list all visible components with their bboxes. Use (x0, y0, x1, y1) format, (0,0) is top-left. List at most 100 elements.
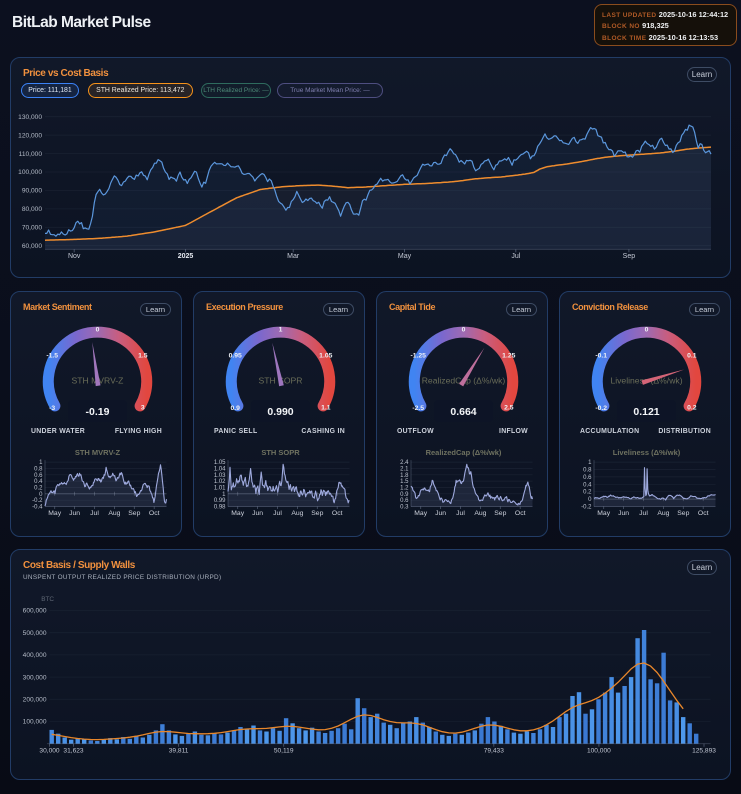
svg-text:2.5: 2.5 (504, 404, 514, 411)
svg-text:Aug: Aug (291, 510, 303, 517)
svg-text:Jul: Jul (90, 510, 99, 517)
svg-text:0.4: 0.4 (34, 479, 43, 485)
svg-text:0.6: 0.6 (583, 474, 592, 480)
svg-text:Nov: Nov (68, 253, 81, 260)
svg-text:0: 0 (645, 326, 649, 333)
svg-text:Sep: Sep (311, 510, 323, 517)
svg-text:1.04: 1.04 (214, 466, 226, 472)
svg-text:3: 3 (141, 404, 145, 411)
svg-text:1.1: 1.1 (321, 404, 331, 411)
svg-text:0.9: 0.9 (400, 491, 409, 497)
svg-text:79,433: 79,433 (484, 748, 505, 755)
svg-text:0: 0 (39, 491, 43, 497)
svg-text:Sep: Sep (677, 510, 689, 517)
svg-text:-2.5: -2.5 (412, 404, 424, 411)
svg-text:-0.2: -0.2 (595, 404, 607, 411)
svg-text:May: May (398, 253, 412, 260)
svg-text:-0.2: -0.2 (32, 498, 43, 504)
svg-text:STH MVRV-Z: STH MVRV-Z (75, 448, 121, 457)
svg-text:90,000: 90,000 (22, 188, 43, 195)
svg-text:1.01: 1.01 (214, 485, 226, 491)
svg-text:Aug: Aug (108, 510, 120, 517)
svg-text:1.2: 1.2 (400, 485, 409, 491)
svg-text:BTC: BTC (41, 596, 54, 603)
svg-text:0.99: 0.99 (214, 498, 226, 504)
svg-text:0: 0 (96, 326, 100, 333)
svg-text:Oct: Oct (698, 510, 709, 517)
svg-text:80,000: 80,000 (22, 206, 43, 213)
svg-text:1.5: 1.5 (138, 352, 148, 359)
svg-text:2.4: 2.4 (400, 460, 409, 466)
svg-text:1.03: 1.03 (214, 472, 226, 478)
svg-text:0.8: 0.8 (34, 466, 43, 472)
svg-text:-0.1: -0.1 (595, 352, 607, 359)
svg-text:0.1: 0.1 (687, 352, 697, 359)
svg-text:39,811: 39,811 (169, 748, 189, 755)
svg-text:50,119: 50,119 (274, 748, 294, 755)
svg-text:0.2: 0.2 (687, 404, 697, 411)
svg-text:Jul: Jul (456, 510, 465, 517)
svg-text:-0.4: -0.4 (32, 504, 43, 510)
svg-text:0.2: 0.2 (583, 489, 592, 495)
svg-text:1: 1 (39, 460, 43, 466)
svg-text:0: 0 (462, 326, 466, 333)
svg-text:-1.25: -1.25 (410, 352, 426, 359)
svg-text:1: 1 (222, 491, 226, 497)
svg-text:100,000: 100,000 (23, 719, 47, 726)
svg-text:110,000: 110,000 (19, 151, 43, 158)
svg-text:STH SOPR: STH SOPR (261, 448, 300, 457)
svg-text:2.1: 2.1 (400, 466, 409, 472)
svg-text:0.6: 0.6 (34, 472, 43, 478)
svg-text:Jun: Jun (618, 510, 629, 517)
svg-text:0.2: 0.2 (34, 485, 43, 491)
svg-text:Aug: Aug (474, 510, 486, 517)
svg-text:Sep: Sep (623, 253, 636, 260)
svg-text:-0.19: -0.19 (86, 405, 110, 417)
svg-text:300,000: 300,000 (23, 674, 47, 681)
svg-text:1.25: 1.25 (502, 352, 515, 359)
svg-text:0.98: 0.98 (214, 504, 226, 510)
svg-text:2025: 2025 (178, 253, 194, 260)
svg-text:31,623: 31,623 (63, 748, 84, 755)
svg-text:Jul: Jul (511, 253, 520, 260)
svg-text:Liveliness (Δ%/wk): Liveliness (Δ%/wk) (613, 448, 681, 457)
svg-text:120,000: 120,000 (18, 132, 42, 139)
svg-text:May: May (48, 510, 61, 517)
svg-text:600,000: 600,000 (23, 608, 47, 615)
svg-text:Oct: Oct (515, 510, 526, 517)
svg-text:Jul: Jul (273, 510, 282, 517)
svg-text:Sep: Sep (494, 510, 506, 517)
svg-text:May: May (414, 510, 427, 517)
svg-text:1.05: 1.05 (214, 460, 226, 466)
svg-text:-1.5: -1.5 (46, 352, 58, 359)
svg-text:May: May (597, 510, 610, 517)
svg-text:Jul: Jul (639, 510, 648, 517)
svg-text:0.9: 0.9 (230, 404, 240, 411)
svg-text:1.8: 1.8 (400, 472, 409, 478)
svg-text:1: 1 (588, 460, 592, 466)
svg-text:30,000: 30,000 (39, 748, 60, 755)
svg-text:0: 0 (588, 497, 592, 503)
svg-text:Jun: Jun (252, 510, 263, 517)
svg-text:May: May (231, 510, 244, 517)
svg-text:70,000: 70,000 (22, 225, 43, 232)
svg-text:0.95: 0.95 (229, 352, 242, 359)
svg-text:-3: -3 (49, 404, 55, 411)
svg-text:1.5: 1.5 (400, 479, 409, 485)
svg-text:100,000: 100,000 (18, 169, 42, 176)
svg-text:200,000: 200,000 (23, 697, 47, 704)
svg-text:125,893: 125,893 (692, 748, 716, 755)
svg-text:0.6: 0.6 (400, 498, 409, 504)
svg-text:Sep: Sep (128, 510, 140, 517)
svg-text:1: 1 (279, 326, 283, 333)
svg-text:1.05: 1.05 (319, 352, 332, 359)
svg-text:400,000: 400,000 (23, 652, 47, 659)
svg-text:Oct: Oct (149, 510, 160, 517)
svg-text:0.990: 0.990 (267, 405, 293, 417)
svg-text:0.4: 0.4 (583, 482, 592, 488)
svg-text:Mar: Mar (287, 253, 300, 260)
svg-text:-0.2: -0.2 (581, 504, 592, 510)
svg-text:1.02: 1.02 (214, 479, 226, 485)
svg-text:Aug: Aug (657, 510, 669, 517)
svg-text:500,000: 500,000 (23, 630, 47, 637)
